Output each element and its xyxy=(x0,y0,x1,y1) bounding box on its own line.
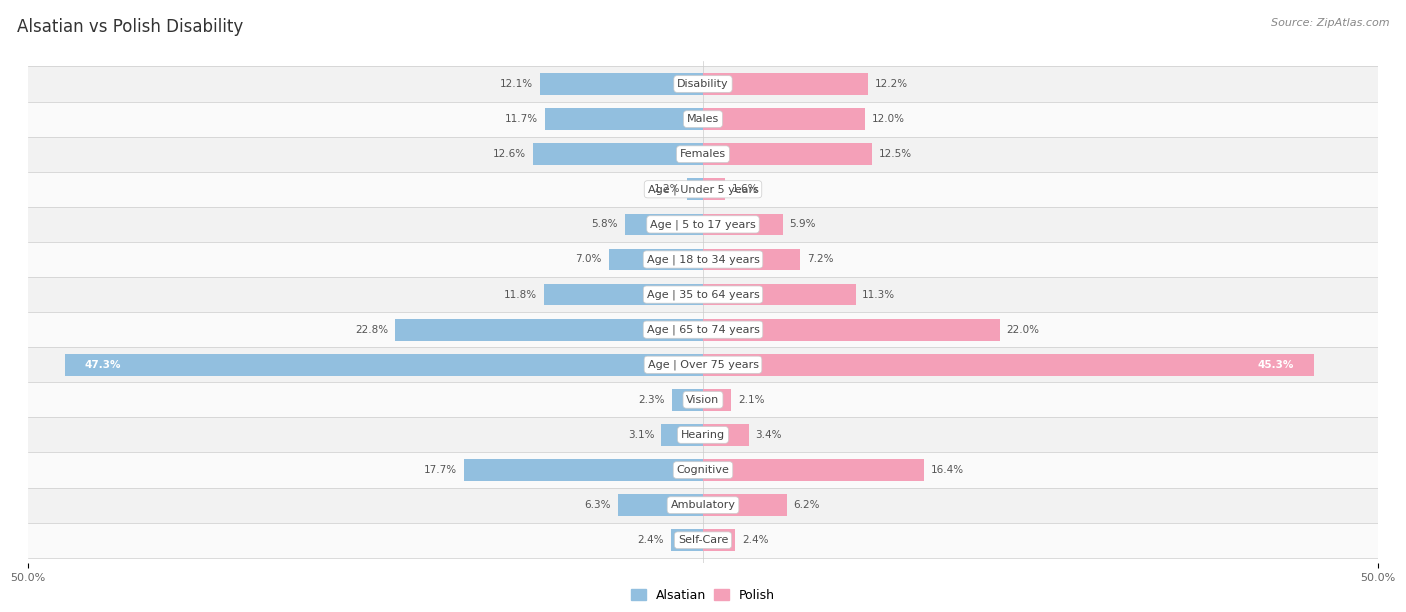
Text: 11.3%: 11.3% xyxy=(862,289,896,299)
Bar xyxy=(395,319,703,340)
Bar xyxy=(703,248,800,271)
Bar xyxy=(703,143,872,165)
Text: Ambulatory: Ambulatory xyxy=(671,500,735,510)
Bar xyxy=(28,277,1378,312)
Bar xyxy=(28,67,1378,102)
Bar xyxy=(703,424,749,446)
Bar xyxy=(28,488,1378,523)
Bar xyxy=(28,172,1378,207)
Bar xyxy=(619,494,703,516)
Text: Age | 5 to 17 years: Age | 5 to 17 years xyxy=(650,219,756,230)
Text: Age | 18 to 34 years: Age | 18 to 34 years xyxy=(647,254,759,265)
Text: 7.2%: 7.2% xyxy=(807,255,834,264)
Bar xyxy=(65,354,703,376)
Bar xyxy=(609,248,703,271)
Text: 2.1%: 2.1% xyxy=(738,395,765,405)
Text: Age | Under 5 years: Age | Under 5 years xyxy=(648,184,758,195)
Text: 6.3%: 6.3% xyxy=(585,500,612,510)
Bar xyxy=(686,179,703,200)
Text: Source: ZipAtlas.com: Source: ZipAtlas.com xyxy=(1271,18,1389,28)
Text: 1.6%: 1.6% xyxy=(731,184,758,194)
Text: 12.6%: 12.6% xyxy=(494,149,526,159)
Bar xyxy=(703,108,865,130)
Text: 16.4%: 16.4% xyxy=(931,465,965,475)
Text: 3.1%: 3.1% xyxy=(628,430,654,440)
Bar xyxy=(464,459,703,481)
Text: 22.8%: 22.8% xyxy=(356,325,388,335)
Bar xyxy=(703,494,787,516)
Text: Alsatian vs Polish Disability: Alsatian vs Polish Disability xyxy=(17,18,243,36)
Text: Age | Over 75 years: Age | Over 75 years xyxy=(648,359,758,370)
Text: Cognitive: Cognitive xyxy=(676,465,730,475)
Text: 45.3%: 45.3% xyxy=(1258,360,1294,370)
Text: 1.2%: 1.2% xyxy=(654,184,681,194)
Bar xyxy=(28,347,1378,382)
Bar xyxy=(533,143,703,165)
Bar xyxy=(703,319,1000,340)
Bar xyxy=(28,523,1378,558)
Bar xyxy=(546,108,703,130)
Legend: Alsatian, Polish: Alsatian, Polish xyxy=(626,584,780,607)
Text: 22.0%: 22.0% xyxy=(1007,325,1039,335)
Bar xyxy=(28,102,1378,136)
Bar xyxy=(28,382,1378,417)
Text: Males: Males xyxy=(688,114,718,124)
Bar xyxy=(28,242,1378,277)
Text: 11.8%: 11.8% xyxy=(503,289,537,299)
Text: Age | 35 to 64 years: Age | 35 to 64 years xyxy=(647,289,759,300)
Text: Disability: Disability xyxy=(678,79,728,89)
Text: 12.1%: 12.1% xyxy=(499,79,533,89)
Bar xyxy=(624,214,703,235)
Bar xyxy=(703,354,1315,376)
Bar xyxy=(661,424,703,446)
Text: Age | 65 to 74 years: Age | 65 to 74 years xyxy=(647,324,759,335)
Bar xyxy=(703,73,868,95)
Text: Hearing: Hearing xyxy=(681,430,725,440)
Text: Self-Care: Self-Care xyxy=(678,536,728,545)
Text: Vision: Vision xyxy=(686,395,720,405)
Bar xyxy=(703,179,724,200)
Text: 47.3%: 47.3% xyxy=(84,360,121,370)
Text: 7.0%: 7.0% xyxy=(575,255,602,264)
Bar xyxy=(672,389,703,411)
Text: 12.2%: 12.2% xyxy=(875,79,907,89)
Text: 12.5%: 12.5% xyxy=(879,149,911,159)
Text: 5.8%: 5.8% xyxy=(592,219,619,230)
Text: 11.7%: 11.7% xyxy=(505,114,538,124)
Text: 2.4%: 2.4% xyxy=(637,536,664,545)
Bar xyxy=(703,529,735,551)
Bar xyxy=(28,312,1378,347)
Text: 12.0%: 12.0% xyxy=(872,114,904,124)
Bar xyxy=(703,284,855,305)
Bar xyxy=(703,459,924,481)
Text: 2.4%: 2.4% xyxy=(742,536,769,545)
Bar xyxy=(703,389,731,411)
Bar xyxy=(28,207,1378,242)
Bar xyxy=(703,214,783,235)
Text: 5.9%: 5.9% xyxy=(789,219,815,230)
Bar xyxy=(28,136,1378,172)
Bar xyxy=(540,73,703,95)
Bar xyxy=(28,417,1378,452)
Bar xyxy=(671,529,703,551)
Text: 3.4%: 3.4% xyxy=(755,430,782,440)
Text: Females: Females xyxy=(681,149,725,159)
Text: 17.7%: 17.7% xyxy=(425,465,457,475)
Bar xyxy=(544,284,703,305)
Text: 6.2%: 6.2% xyxy=(793,500,820,510)
Text: 2.3%: 2.3% xyxy=(638,395,665,405)
Bar xyxy=(28,452,1378,488)
